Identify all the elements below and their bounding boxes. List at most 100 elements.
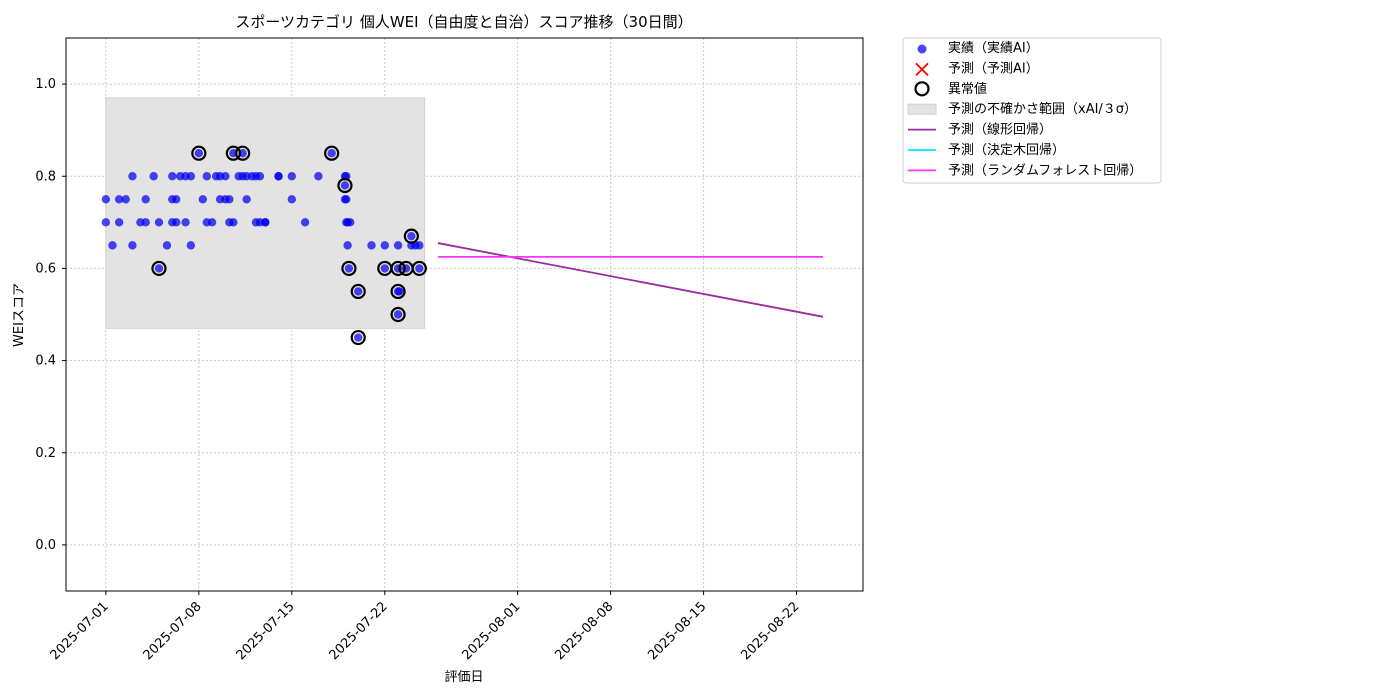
anomaly-marker [350, 283, 366, 300]
actual-point [128, 172, 137, 181]
actual-point [198, 195, 208, 204]
actual-point [186, 241, 196, 250]
legend-item-tree: 予測（決定木回帰） [908, 142, 1065, 158]
legend-swatch-anomaly [914, 81, 930, 97]
actual-point [274, 172, 283, 181]
actual-point [207, 218, 217, 227]
legend-item-uncertainty: 予測の不確かさ範囲（xAI/３σ） [907, 101, 1137, 117]
actual-point [101, 218, 111, 227]
anomaly-marker [390, 283, 406, 300]
actual-point [380, 241, 389, 250]
x-tick-label: 2025-08-15 [645, 599, 709, 663]
actual-point [101, 195, 111, 204]
actual-point [229, 218, 238, 227]
actual-point [114, 218, 124, 227]
anomaly-marker [337, 177, 353, 194]
y-tick-label: 1.0 [35, 77, 56, 92]
x-axis-label: 評価日 [444, 670, 483, 685]
actual-point [172, 218, 181, 227]
legend-frame [902, 37, 1162, 184]
actual-point [343, 241, 352, 250]
actual-point [154, 218, 164, 227]
y-tick-label: 0.0 [35, 538, 56, 553]
actual-point [221, 172, 230, 181]
anomaly-marker [191, 145, 207, 161]
actual-point [261, 218, 270, 227]
actual-point [354, 333, 363, 342]
x-tick-label: 2025-07-15 [234, 599, 298, 663]
anomaly-markers-layer [151, 145, 427, 346]
x-tick-label: 2025-08-08 [552, 599, 616, 663]
legend-swatch-predicted [915, 62, 929, 77]
x-tick-label: 2025-08-22 [738, 599, 802, 663]
prediction-lines-layer [437, 242, 824, 318]
actual-point [128, 241, 137, 250]
actual-point [340, 181, 350, 190]
x-tick-label: 2025-07-01 [48, 599, 112, 663]
uncertainty-band-layer [105, 97, 426, 329]
anomaly-marker [390, 260, 406, 277]
y-axis-ticks: 0.0 0.2 0.4 0.6 0.8 1.0 [35, 77, 66, 553]
anomaly-marker [411, 260, 427, 277]
legend-item-forest: 予測（ランダムフォレスト回帰） [908, 162, 1142, 178]
y-tick-label: 0.2 [35, 446, 56, 461]
legend-label: 実績（実績AI） [948, 40, 1039, 56]
actual-point [154, 264, 164, 273]
x-tick-label: 2025-07-08 [141, 599, 205, 663]
actual-point [225, 195, 234, 204]
actual-point [121, 195, 130, 204]
actual-point [415, 264, 424, 273]
chart-title: スポーツカテゴリ 個人WEI（自由度と自治）スコア推移（30日間） [235, 13, 692, 31]
actual-points-layer [101, 149, 424, 342]
actual-point [354, 287, 363, 296]
actual-point [287, 172, 297, 181]
actual-point [108, 241, 117, 250]
x-axis-ticks: 2025-07-01 2025-07-08 2025-07-15 2025-07-22… [48, 591, 802, 663]
anomaly-marker [350, 329, 366, 346]
y-axis-label: WEIスコア [12, 283, 27, 347]
legend-label: 予測（ランダムフォレスト回帰） [948, 162, 1142, 178]
actual-point [393, 310, 403, 319]
anomaly-marker [225, 145, 241, 161]
plot-frame [65, 37, 864, 592]
legend-item-linear: 予測（線形回帰） [908, 122, 1052, 138]
actual-point [255, 172, 265, 181]
actual-point [287, 195, 297, 204]
y-tick-label: 0.6 [35, 261, 56, 276]
actual-point [395, 287, 404, 296]
actual-point [407, 231, 416, 241]
actual-point [415, 241, 424, 250]
actual-point [380, 264, 389, 273]
actual-point [141, 195, 150, 204]
actual-point [141, 218, 150, 227]
legend-label: 予測（予測AI） [948, 61, 1039, 76]
actual-point [162, 241, 172, 250]
actual-point [194, 149, 204, 158]
legend-label: 予測（線形回帰） [948, 122, 1052, 138]
actual-point [344, 264, 354, 273]
actual-point [172, 195, 181, 204]
anomaly-marker [403, 228, 419, 244]
actual-point [168, 172, 177, 181]
x-tick-label: 2025-08-01 [459, 599, 523, 663]
actual-point [114, 195, 124, 204]
legend-swatch-actual [917, 44, 927, 54]
actual-point [367, 241, 376, 250]
actual-point [314, 172, 323, 181]
actual-point [202, 172, 212, 181]
linear-regression-line [437, 242, 824, 318]
actual-point [242, 195, 251, 204]
actual-point [186, 172, 196, 181]
actual-point [393, 241, 403, 250]
legend-item-actual: 実績（実績AI） [917, 40, 1039, 56]
x-tick-label: 2025-07-22 [327, 599, 391, 663]
legend-label: 異常値 [948, 81, 987, 97]
legend-item-predicted: 予測（予測AI） [915, 61, 1039, 77]
anomaly-marker [151, 260, 167, 277]
y-tick-label: 0.4 [35, 354, 56, 369]
legend-label: 予測の不確かさ範囲（xAI/３σ） [948, 101, 1137, 117]
anomaly-marker [235, 145, 251, 161]
